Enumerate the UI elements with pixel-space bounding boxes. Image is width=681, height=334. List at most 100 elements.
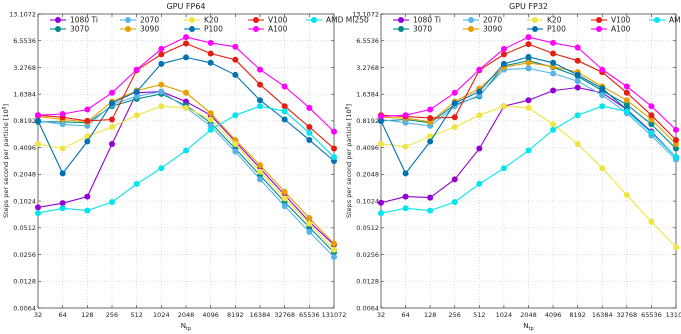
legend-label: A100 <box>611 25 631 34</box>
y-tick-label: 0.0128 <box>13 278 36 286</box>
data-point <box>673 145 679 152</box>
legend-marker <box>55 17 61 23</box>
data-point <box>402 205 409 212</box>
x-tick-label: 512 <box>130 311 142 319</box>
data-point <box>476 66 483 73</box>
x-tick-label: 8192 <box>227 311 244 319</box>
legend-item: 3070 <box>50 25 89 34</box>
data-point <box>525 59 532 66</box>
y-tick-label: 0.0256 <box>13 251 36 259</box>
legend-item: P100 <box>184 25 223 34</box>
y-tick-label: 0.0064 <box>13 304 36 312</box>
legend-marker <box>125 26 131 32</box>
data-point <box>109 116 115 123</box>
data-point <box>623 97 630 104</box>
data-point <box>378 141 384 148</box>
data-point <box>402 170 409 177</box>
data-point <box>623 108 630 115</box>
data-point <box>574 112 581 119</box>
legend-item: P100 <box>527 25 566 34</box>
data-point <box>306 136 313 143</box>
legend-label: 3070 <box>413 25 432 34</box>
legend-item: 3070 <box>393 25 432 34</box>
x-tick-label: 2048 <box>520 311 537 319</box>
x-tick-label: 64 <box>401 311 409 319</box>
data-point <box>59 200 66 207</box>
data-point <box>476 112 483 119</box>
data-point <box>599 165 606 172</box>
y-tick-label: 0.1024 <box>356 197 379 205</box>
x-tick-label: 32768 <box>616 311 637 319</box>
data-point <box>451 89 458 96</box>
y-tick-label: 3.2768 <box>356 64 379 72</box>
data-point <box>281 116 288 123</box>
data-point <box>648 129 655 136</box>
data-point <box>550 50 557 57</box>
legend-marker <box>253 26 259 32</box>
data-point <box>84 138 91 145</box>
series-line <box>37 36 335 133</box>
chart-title: GPU FP64 <box>166 2 205 11</box>
data-point <box>402 119 409 126</box>
x-tick-label: 16384 <box>250 311 271 319</box>
data-point <box>133 88 140 95</box>
legend-marker <box>189 26 195 32</box>
legend-label: V100 <box>611 16 631 25</box>
data-point <box>35 141 41 148</box>
data-point <box>673 244 679 251</box>
data-point <box>476 180 483 187</box>
data-point <box>599 85 606 92</box>
data-point <box>550 59 557 66</box>
data-point <box>158 103 165 110</box>
data-point <box>84 133 91 140</box>
data-point <box>84 117 91 124</box>
series-amd-mi250 <box>35 103 337 217</box>
data-point <box>109 100 115 107</box>
y-tick-label: 0.2048 <box>13 171 36 179</box>
data-point <box>427 115 434 122</box>
data-point <box>500 60 507 67</box>
x-tick-label: 1024 <box>496 311 513 319</box>
x-tick-label: 256 <box>106 311 118 319</box>
data-point <box>109 123 115 130</box>
data-point <box>673 154 679 161</box>
data-point <box>84 193 91 200</box>
data-point <box>402 143 409 150</box>
data-point <box>257 66 263 73</box>
data-point <box>427 133 434 140</box>
data-point <box>599 92 606 99</box>
data-point <box>257 103 263 110</box>
legend-marker <box>654 17 660 23</box>
data-point <box>574 141 581 148</box>
data-point <box>500 45 507 52</box>
data-point <box>306 129 313 136</box>
x-axis-label: Ntp <box>181 322 191 332</box>
x-tick-label: 32 <box>377 311 385 319</box>
data-point <box>378 117 384 124</box>
y-tick-label: 13.1072 <box>352 10 379 18</box>
series-a100 <box>378 34 679 133</box>
data-point <box>207 110 214 117</box>
data-point <box>306 220 313 227</box>
y-tick-label: 0.0128 <box>356 278 379 286</box>
data-point <box>648 116 655 123</box>
series-3090 <box>378 59 679 148</box>
data-point <box>574 44 581 51</box>
data-point <box>525 97 532 104</box>
data-point <box>257 168 263 175</box>
data-point <box>35 112 41 119</box>
data-point <box>331 246 337 253</box>
data-point <box>525 104 532 111</box>
y-tick-label: 0.0256 <box>356 251 379 259</box>
data-point <box>378 113 384 120</box>
data-point <box>673 126 679 133</box>
series-1080-ti <box>378 84 679 206</box>
data-point <box>281 103 288 110</box>
data-point <box>574 78 581 85</box>
legend-marker <box>311 17 317 23</box>
data-point <box>306 215 313 222</box>
data-point <box>550 39 557 46</box>
legend-item: 2070 <box>463 16 502 25</box>
legend-item: K20 <box>527 16 562 25</box>
data-point <box>648 103 655 110</box>
